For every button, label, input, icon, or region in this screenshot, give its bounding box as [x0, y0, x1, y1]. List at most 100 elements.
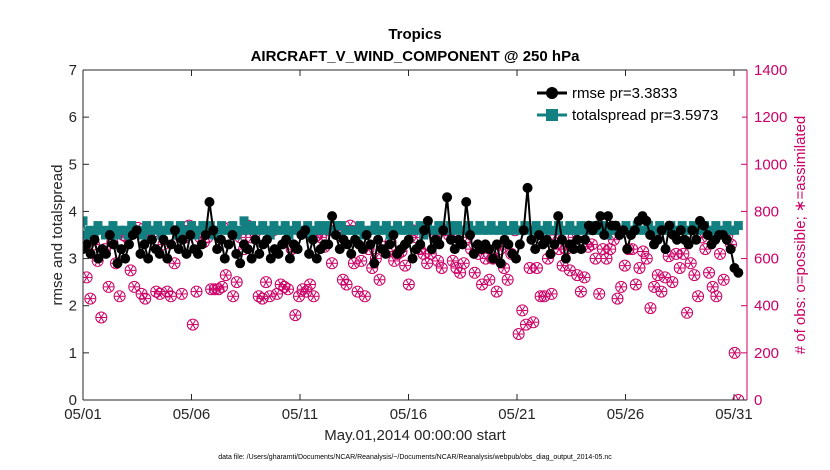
totalspread-marker [434, 221, 444, 231]
rmse-marker [85, 248, 96, 259]
totalspread-marker [194, 225, 204, 235]
rmse-marker [235, 258, 246, 269]
rmse-marker [603, 211, 614, 222]
obs-marker [593, 287, 606, 300]
rmse-marker [112, 258, 123, 269]
totalspread-marker [269, 221, 279, 231]
totalspread-marker [280, 221, 290, 231]
totalspread-marker [730, 225, 740, 235]
y2-tick-label: 0 [754, 392, 762, 409]
rmse-marker [108, 239, 119, 250]
rmse-marker [595, 211, 606, 222]
rmse-marker [576, 244, 587, 255]
rmse-marker [373, 234, 384, 245]
obs-marker [728, 346, 741, 359]
totalspread-marker [599, 221, 609, 231]
totalspread-marker [482, 225, 492, 235]
obs-marker [84, 292, 97, 305]
obs-marker [435, 262, 448, 274]
obs-marker [102, 280, 115, 293]
y-tick-label: 3 [69, 251, 77, 268]
obs-marker [673, 262, 686, 274]
totalspread-marker [497, 221, 507, 231]
totalspread-marker [160, 225, 170, 235]
rmse-marker [273, 248, 284, 259]
rmse-marker [457, 239, 468, 250]
obs-marker [574, 285, 587, 298]
rmse-marker [261, 234, 272, 245]
rmse-marker [369, 258, 380, 269]
totalspread-marker [127, 221, 137, 231]
totalspread-marker [291, 221, 301, 231]
obs-marker [717, 273, 730, 286]
rmse-marker [227, 230, 238, 240]
rmse-marker [572, 234, 583, 245]
legend-spread-label: totalspread pr=3.5973 [572, 107, 718, 124]
rmse-marker [468, 248, 479, 259]
totalspread-marker [149, 225, 159, 235]
rmse-marker [146, 234, 157, 245]
legend-rmse-marker [546, 87, 558, 99]
obs-marker [95, 311, 108, 324]
obs-marker [714, 247, 727, 260]
rmse-marker [622, 244, 633, 255]
totalspread-marker [205, 221, 215, 231]
obs-marker [677, 247, 690, 260]
totalspread-marker [400, 225, 410, 235]
rmse-marker [645, 230, 656, 240]
rmse-marker [407, 253, 418, 264]
totalspread-marker [254, 225, 264, 235]
obs-marker [216, 280, 229, 293]
totalspread-marker [565, 221, 575, 231]
rmse-marker [491, 239, 502, 250]
chart-subtitle: AIRCRAFT_V_WIND_COMPONENT @ 250 hPa [251, 48, 581, 65]
obs-marker [611, 292, 624, 305]
rmse-marker [154, 248, 165, 259]
totalspread-marker [640, 225, 650, 235]
rmse-marker [652, 234, 663, 245]
totalspread-marker [509, 221, 519, 231]
obs-marker [692, 290, 705, 303]
obs-marker [655, 285, 668, 298]
totalspread-marker [235, 225, 245, 235]
rmse-marker [169, 225, 180, 236]
obs-marker [128, 280, 141, 293]
rmse-marker [250, 234, 261, 245]
totalspread-marker [505, 225, 515, 235]
obs-marker [282, 283, 295, 296]
obs-marker [307, 290, 320, 303]
x-tick-label: 05/16 [390, 406, 428, 423]
y2-tick-label: 1400 [754, 62, 787, 79]
rmse-marker [514, 239, 525, 250]
x-tick-label: 05/26 [607, 406, 645, 423]
rmse-marker [284, 253, 295, 264]
obs-marker [732, 394, 745, 400]
totalspread-marker [329, 225, 339, 235]
totalspread-marker [217, 221, 227, 231]
rmse-marker [557, 234, 568, 245]
y-tick-label: 0 [69, 392, 77, 409]
rmse-marker [419, 225, 430, 236]
totalspread-marker [378, 225, 388, 235]
totalspread-marker [239, 216, 249, 226]
obs-marker [578, 271, 591, 284]
rmse-marker [311, 253, 322, 264]
rmse-marker [591, 220, 602, 231]
totalspread-marker [351, 225, 361, 235]
rmse-marker [702, 230, 713, 240]
totalspread-marker [303, 221, 313, 231]
obs-marker [600, 252, 613, 265]
obs-marker [710, 290, 723, 303]
rmse-marker [534, 230, 545, 240]
rmse-marker [219, 253, 230, 264]
rmse-marker [664, 220, 675, 231]
rmse-marker [488, 253, 499, 264]
x-tick-label: 05/06 [173, 406, 211, 423]
obs-marker [684, 257, 697, 270]
obs-marker [399, 259, 412, 272]
totalspread-marker [595, 225, 605, 235]
rmse-marker [683, 239, 694, 250]
rmse-marker [484, 244, 495, 255]
totalspread-marker [85, 225, 95, 235]
rmse-marker [422, 215, 433, 226]
